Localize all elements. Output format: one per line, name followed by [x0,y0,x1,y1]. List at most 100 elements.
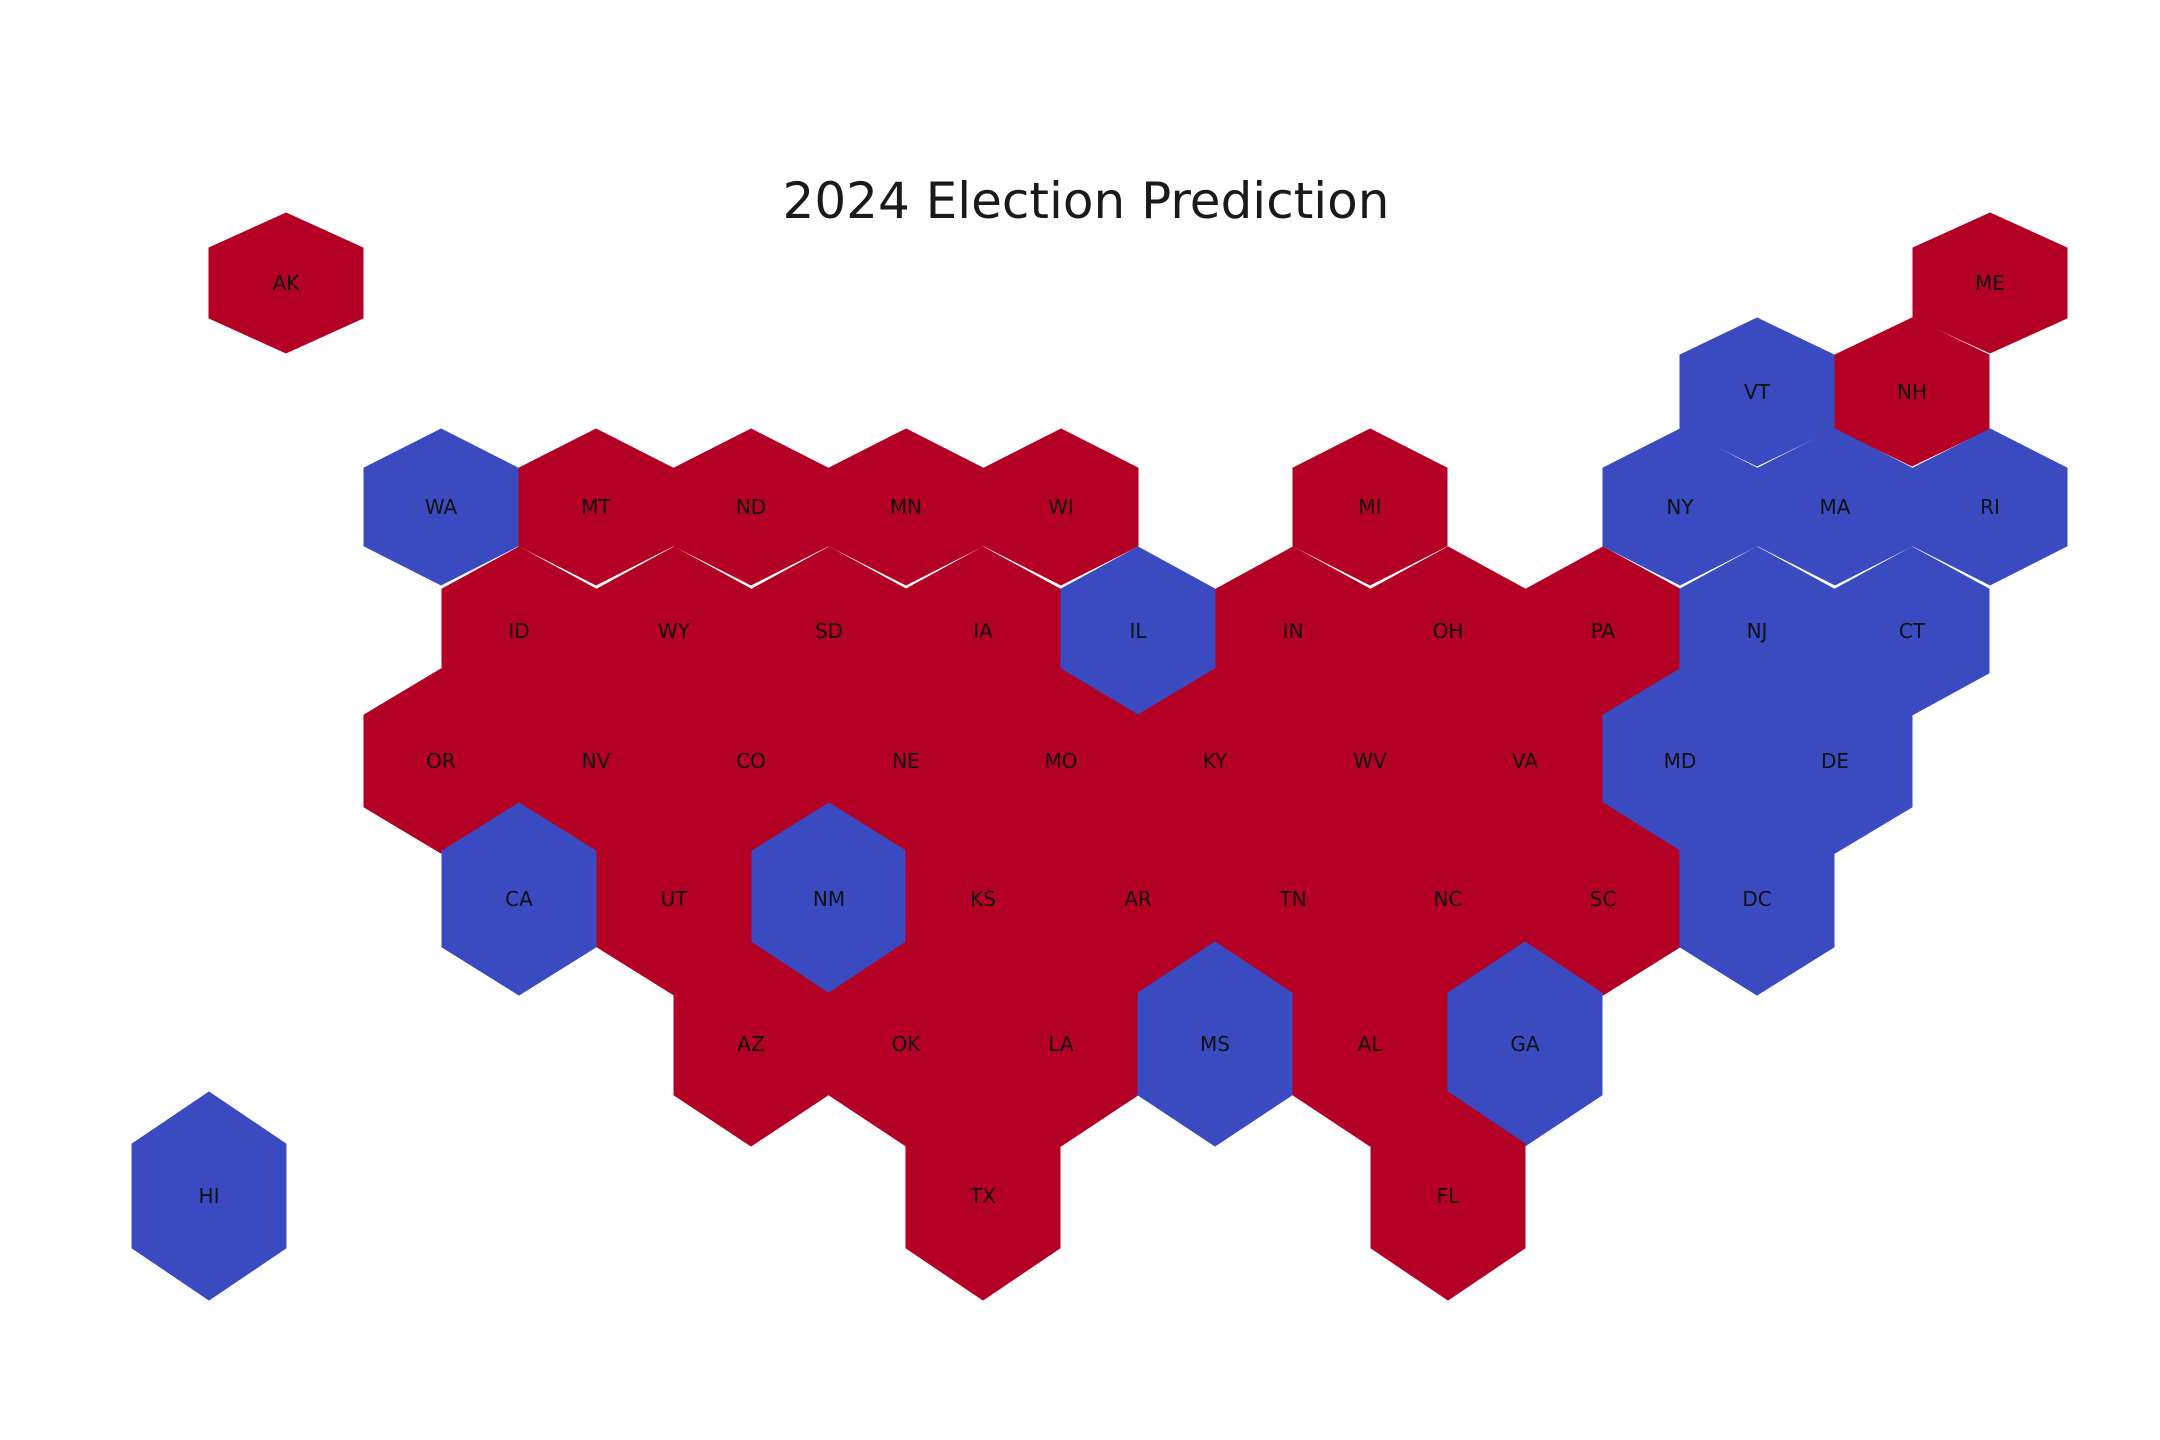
state-label: CA [505,887,533,911]
state-label: AR [1124,887,1152,911]
state-hex-mn: MN [828,428,984,586]
state-hex-hi: HI [131,1091,287,1301]
state-label: OH [1433,619,1464,643]
state-label: KY [1203,749,1228,773]
state-hex-shape [1679,317,1835,467]
state-label: CO [736,749,766,773]
state-label: NJ [1747,619,1768,643]
state-label: FL [1437,1184,1461,1208]
state-label: VA [1512,749,1538,773]
state-label: NV [582,749,611,773]
state-hex-shape [131,1091,287,1301]
state-hex-ks: KS [905,802,1061,996]
state-hex-ak: AK [208,212,364,354]
state-hex-nc: NC [1370,802,1526,996]
state-hex-shape [441,802,597,996]
state-label: MN [890,495,922,519]
state-hex-ri: RI [1912,428,2068,586]
state-hex-shape [1757,428,1913,586]
state-hex-wa: WA [363,428,519,586]
state-label: HI [199,1184,220,1208]
state-hex-shape [1912,428,2068,586]
state-label: PA [1591,619,1616,643]
state-hex-mt: MT [518,428,674,586]
state-label: AZ [737,1032,764,1056]
state-label: MS [1200,1032,1230,1056]
state-label: LA [1048,1032,1074,1056]
state-label: SD [815,619,843,643]
state-label: MO [1045,749,1078,773]
state-hex-ut: UT [596,802,752,996]
state-hex-or: OR [363,668,519,854]
state-hex-nm: NM [751,802,907,996]
state-hex-ms: MS [1137,941,1293,1147]
state-hex-shape [1370,1091,1526,1301]
state-hex-al: AL [1292,941,1448,1147]
state-hex-shape [363,668,519,854]
state-label: IA [973,619,993,643]
map-title: 2024 Election Prediction [783,172,1390,230]
state-label: NY [1666,495,1694,519]
state-label: ND [736,495,766,519]
state-label: NE [892,749,920,773]
state-label: NH [1897,380,1927,404]
state-hex-shape [518,428,674,586]
state-label: UT [661,887,689,911]
state-hex-ca: CA [441,802,597,996]
state-hex-shape [673,428,829,586]
state-label: NM [813,887,845,911]
state-label: ME [1975,271,2005,295]
state-hex-shape [1292,941,1448,1147]
state-label: DE [1821,749,1849,773]
state-hex-tx: TX [905,1091,1061,1301]
state-hex-fl: FL [1370,1091,1526,1301]
state-label: MA [1820,495,1851,519]
state-hex-shape [905,1091,1061,1301]
state-hex-nh: NH [1834,317,1990,467]
state-label: IL [1129,619,1147,643]
state-hex-layer: AK ME VT NH WA MT ND MN WI MI NY MA RI ID WY SD IA IL IN OH… [131,212,2068,1301]
state-hex-ne: NE [828,668,984,854]
state-label: TN [1278,887,1306,911]
state-label: AL [1358,1032,1384,1056]
state-hex-sd: SD [751,546,907,716]
state-label: WY [658,619,691,643]
state-label: RI [1980,495,2000,519]
state-label: ID [508,619,529,643]
state-hex-az: AZ [673,941,829,1147]
state-hex-ny: NY [1602,428,1758,586]
state-label: MT [581,495,611,519]
state-hex-il: IL [1060,546,1216,716]
state-hex-la: LA [983,941,1139,1147]
state-label: DC [1742,887,1771,911]
state-hex-dc: DC [1679,802,1835,996]
state-hex-shape [1679,802,1835,996]
state-hex-shape [828,428,984,586]
state-label: TX [969,1184,996,1208]
state-hex-shape [1757,668,1913,854]
state-label: GA [1510,1032,1539,1056]
state-hex-shape [1137,941,1293,1147]
state-hex-shape [1292,428,1448,586]
state-hex-shape [983,428,1139,586]
state-hex-shape [673,941,829,1147]
state-hex-ma: MA [1757,428,1913,586]
state-label: OK [892,1032,922,1056]
state-label: CT [1899,619,1926,643]
state-label: WA [425,495,458,519]
state-label: SC [1590,887,1617,911]
state-hex-shape [1912,212,2068,354]
state-hex-shape [363,428,519,586]
state-hex-shape [1602,428,1758,586]
state-hex-mi: MI [1292,428,1448,586]
state-label: NC [1434,887,1463,911]
state-label: OR [426,749,456,773]
state-label: AK [273,271,301,295]
state-hex-shape [208,212,364,354]
state-hex-shape [1834,317,1990,467]
state-hex-oh: OH [1370,546,1526,716]
state-label: KS [970,887,996,911]
state-hex-de: DE [1757,668,1913,854]
state-hex-vt: VT [1679,317,1835,467]
state-hex-nd: ND [673,428,829,586]
